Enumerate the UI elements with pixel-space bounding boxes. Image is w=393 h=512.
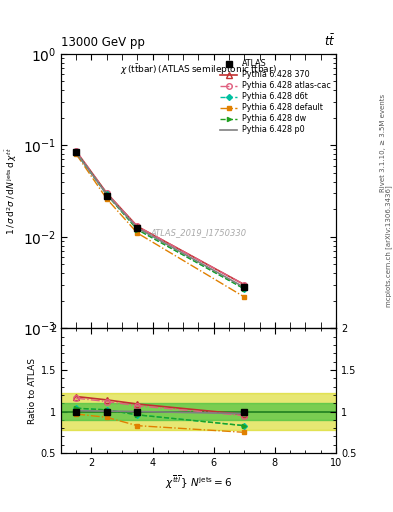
Line: Pythia 6.428 d6t: Pythia 6.428 d6t <box>74 151 246 291</box>
Pythia 6.428 dw <box>74 150 79 156</box>
Pythia 6.428 p0 <box>135 225 140 231</box>
Text: ATLAS_2019_I1750330: ATLAS_2019_I1750330 <box>151 228 246 237</box>
Legend: ATLAS, Pythia 6.428 370, Pythia 6.428 atlas-cac, Pythia 6.428 d6t, Pythia 6.428 : ATLAS, Pythia 6.428 370, Pythia 6.428 at… <box>218 58 332 136</box>
Pythia 6.428 dw <box>242 286 247 292</box>
X-axis label: $\chi^{\overline{t}t\overline{l}}\}$ $N^{\mathrm{jets}} = 6$: $\chi^{\overline{t}t\overline{l}}\}$ $N^… <box>165 474 232 491</box>
Bar <box>61 403 336 420</box>
Pythia 6.428 p0 <box>242 284 247 290</box>
Y-axis label: $1\,/\,\sigma\,\mathrm{d}^2\sigma\,/\,\mathrm{d}N^{\,\mathrm{jets}}\,\mathrm{d}\: $1\,/\,\sigma\,\mathrm{d}^2\sigma\,/\,\m… <box>3 147 18 235</box>
Text: $t\bar{t}$: $t\bar{t}$ <box>325 33 336 49</box>
Text: mcplots.cern.ch [arXiv:1306.3436]: mcplots.cern.ch [arXiv:1306.3436] <box>386 185 393 307</box>
Pythia 6.428 dw <box>135 226 140 232</box>
ATLAS <box>105 193 109 199</box>
Line: Pythia 6.428 370: Pythia 6.428 370 <box>73 148 247 287</box>
Pythia 6.428 dw <box>105 191 109 198</box>
Pythia 6.428 370 <box>135 223 140 229</box>
Pythia 6.428 atlas-cac <box>242 282 247 288</box>
Pythia 6.428 p0 <box>74 150 79 156</box>
Pythia 6.428 atlas-cac <box>105 190 109 196</box>
Pythia 6.428 370 <box>74 148 79 154</box>
Pythia 6.428 default <box>242 294 247 300</box>
Pythia 6.428 default <box>74 151 79 157</box>
Pythia 6.428 atlas-cac <box>135 223 140 229</box>
Pythia 6.428 d6t <box>74 150 79 156</box>
Pythia 6.428 d6t <box>135 226 140 232</box>
Pythia 6.428 d6t <box>242 286 247 292</box>
ATLAS <box>242 284 247 290</box>
Bar <box>61 393 336 430</box>
Line: Pythia 6.428 atlas-cac: Pythia 6.428 atlas-cac <box>73 148 247 287</box>
ATLAS <box>74 149 79 155</box>
Text: Rivet 3.1.10, ≥ 3.5M events: Rivet 3.1.10, ≥ 3.5M events <box>380 94 386 193</box>
Pythia 6.428 p0 <box>105 191 109 198</box>
Line: Pythia 6.428 dw: Pythia 6.428 dw <box>74 151 246 291</box>
Pythia 6.428 370 <box>242 282 247 288</box>
Line: Pythia 6.428 p0: Pythia 6.428 p0 <box>76 153 244 287</box>
Pythia 6.428 default <box>105 196 109 202</box>
Pythia 6.428 atlas-cac <box>74 148 79 154</box>
ATLAS <box>135 225 140 231</box>
Pythia 6.428 370 <box>105 190 109 196</box>
Pythia 6.428 d6t <box>105 191 109 198</box>
Line: ATLAS: ATLAS <box>73 149 248 290</box>
Text: 13000 GeV pp: 13000 GeV pp <box>61 36 145 49</box>
Pythia 6.428 default <box>135 230 140 236</box>
Line: Pythia 6.428 default: Pythia 6.428 default <box>74 152 246 299</box>
Text: $\chi\,(\mathrm{t\bar{t}bar})\,\mathrm{(ATLAS\,semileptonic\,t\bar{t}bar)}$: $\chi\,(\mathrm{t\bar{t}bar})\,\mathrm{(… <box>120 62 277 77</box>
Y-axis label: Ratio to ATLAS: Ratio to ATLAS <box>28 358 37 424</box>
